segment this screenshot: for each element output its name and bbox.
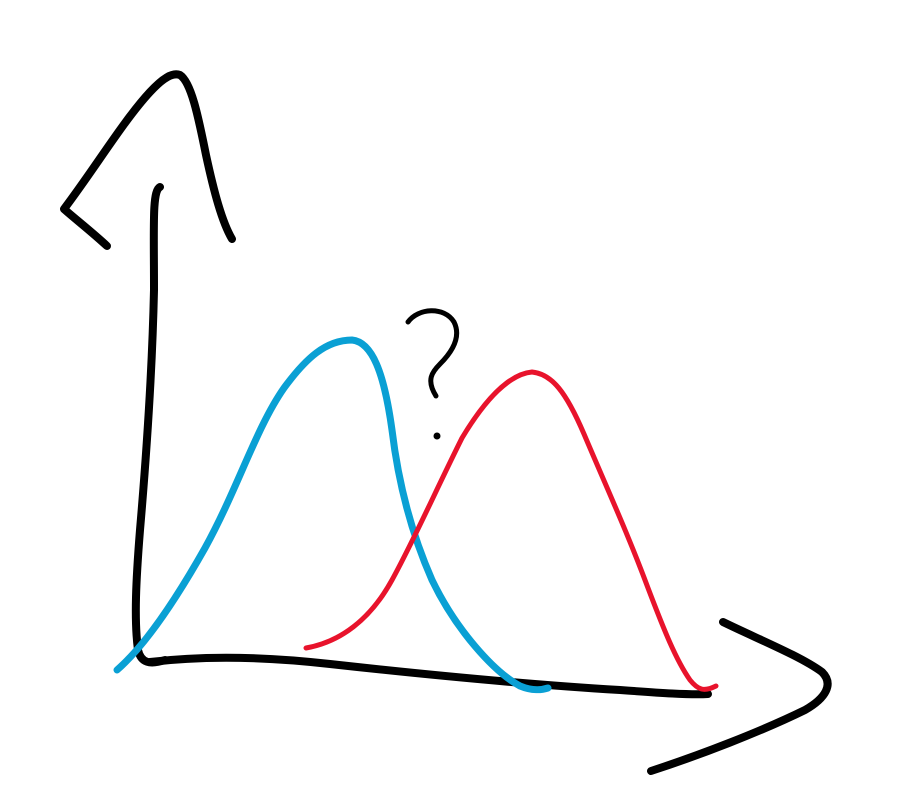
series-line-blue: [113, 336, 552, 694]
y-axis: [60, 70, 236, 667]
x-axis-arrowhead: [647, 618, 832, 775]
y-axis-arrowhead: [60, 70, 236, 250]
question-mark-dot: [433, 432, 441, 440]
x-axis: [146, 618, 832, 775]
y-axis-line: [131, 183, 169, 667]
x-axis-line: [146, 653, 712, 699]
series-line-red: [303, 369, 719, 692]
question-mark-annotation: ?: [405, 308, 460, 440]
series-layer: [113, 336, 719, 694]
question-mark-hook: [405, 308, 460, 399]
